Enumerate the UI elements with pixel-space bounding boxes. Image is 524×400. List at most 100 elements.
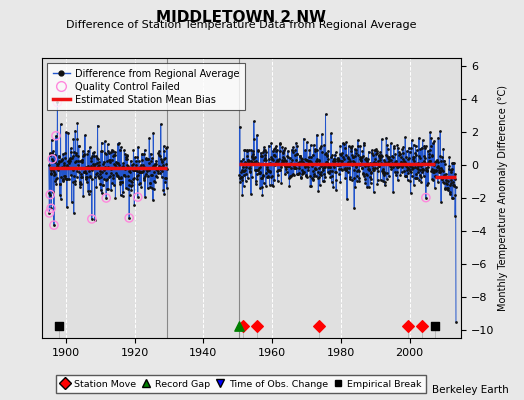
Point [449,160,457,166]
Point [252,167,260,173]
Point [77,180,85,187]
Point [157,121,165,127]
Point [108,180,116,186]
Point [384,159,392,165]
Point [412,175,420,182]
Point [236,175,244,181]
Point [315,182,324,188]
Point [321,150,329,157]
Point [443,181,451,188]
Point [416,166,424,173]
Point [132,167,140,173]
Point [406,149,414,155]
Point [395,149,403,155]
Point [333,161,341,168]
Point [136,180,145,186]
Point [431,168,440,175]
Point [387,166,396,173]
Point [95,162,104,169]
Point [377,152,385,158]
Point [129,161,137,167]
Point [140,151,148,158]
Point [280,163,289,170]
Point [249,118,258,124]
Point [56,180,64,187]
Point [63,176,71,182]
Point [69,136,78,142]
Point [241,147,249,153]
Point [124,162,133,169]
Point [339,140,347,146]
Point [150,160,159,167]
Point [358,148,367,154]
Point [304,164,312,170]
Point [102,151,111,157]
Point [354,137,362,143]
Point [134,194,142,200]
Point [105,157,113,164]
Point [438,167,446,173]
Point [67,172,75,179]
Point [369,152,378,158]
Point [83,151,92,158]
Point [238,192,247,198]
Point [451,171,459,178]
Point [100,158,108,165]
Point [368,162,376,168]
Point [56,192,64,198]
Point [419,137,427,143]
Point [52,132,60,139]
Point [158,168,167,175]
Point [381,170,389,176]
Point [138,151,146,158]
Point [287,160,295,167]
Point [75,142,83,149]
Point [347,152,356,158]
Point [153,166,161,172]
Text: Difference of Station Temperature Data from Regional Average: Difference of Station Temperature Data f… [66,20,416,30]
Point [389,189,397,195]
Point [353,167,362,174]
Point [61,173,69,180]
Point [86,163,95,169]
Point [91,161,99,168]
Point [96,181,104,187]
Point [51,159,59,165]
Point [358,153,367,159]
Point [309,177,318,183]
Point [436,164,445,171]
Point [349,154,357,160]
Point [66,158,74,164]
Point [420,173,428,179]
Point [280,147,288,154]
Point [370,147,379,153]
Point [373,181,381,188]
Point [417,163,425,169]
Point [312,158,320,164]
Point [304,154,313,160]
Point [334,156,342,162]
Point [261,152,269,159]
Point [396,150,404,157]
Point [93,155,102,162]
Point [99,161,107,167]
Point [163,144,171,150]
Point [62,176,71,182]
Point [333,154,342,161]
Point [342,166,350,173]
Point [147,150,155,157]
Point [84,147,93,154]
Point [47,205,55,212]
Point [90,162,99,169]
Point [241,166,249,173]
Point [355,175,364,181]
Point [49,188,57,195]
Point [385,156,393,162]
Point [332,168,340,175]
Point [348,162,356,168]
Point [359,171,367,177]
Point [84,191,93,198]
Point [398,169,406,176]
Point [435,167,443,173]
Point [59,178,68,184]
